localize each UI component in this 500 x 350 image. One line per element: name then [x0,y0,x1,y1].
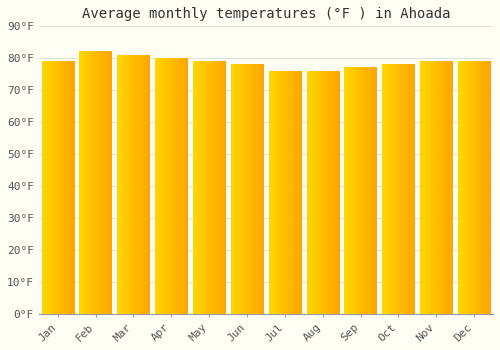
Title: Average monthly temperatures (°F ) in Ahoada: Average monthly temperatures (°F ) in Ah… [82,7,450,21]
